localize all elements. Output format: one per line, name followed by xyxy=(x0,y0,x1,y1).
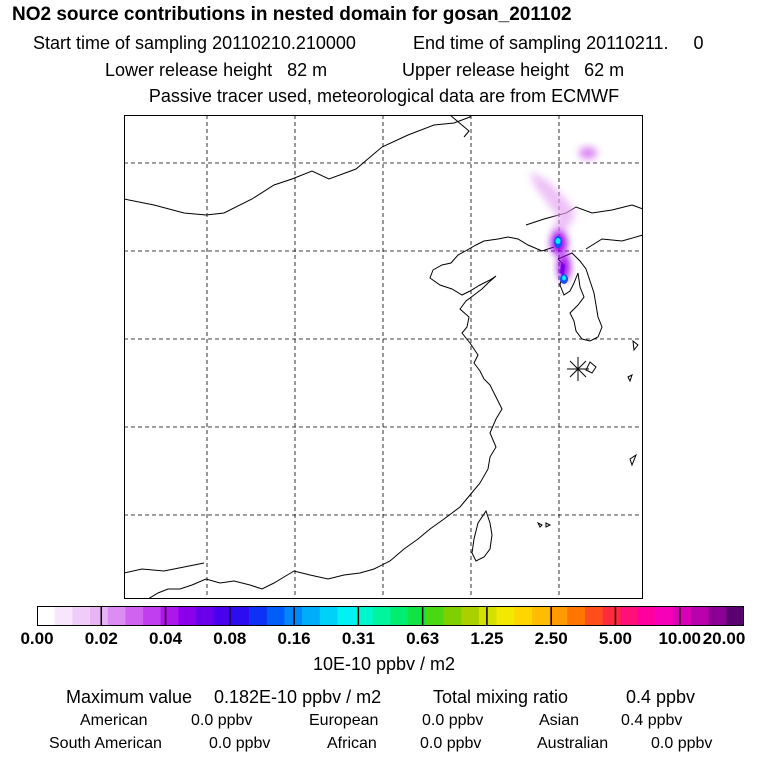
start-time-value: 20110210.210000 xyxy=(212,33,356,53)
end-time-label: End time of sampling xyxy=(413,33,582,53)
colorbar-tick-label: 20.00 xyxy=(702,629,746,648)
colorbar-segment xyxy=(408,606,427,626)
region-american-value: 0.0 ppbv xyxy=(191,712,253,729)
colorbar-segment xyxy=(160,606,179,626)
lower-release-value: 82 m xyxy=(287,60,328,80)
coastlines xyxy=(124,115,643,599)
colorbar-segment xyxy=(54,606,73,626)
start-time: Start time of sampling 20110210.210000 xyxy=(33,33,356,54)
region-asian-value: 0.4 ppbv xyxy=(621,712,683,729)
colorbar-segment xyxy=(584,606,603,626)
colorbar-segment xyxy=(125,606,144,626)
no2-plume xyxy=(530,147,597,284)
region-south-american-name: South American xyxy=(49,735,162,752)
colorbar-segment xyxy=(390,606,409,626)
colorbar-segment xyxy=(673,606,692,626)
colorbar-tick-label: 5.00 xyxy=(598,629,632,648)
colorbar-tick-label: 1.25 xyxy=(470,629,504,648)
region-australian-value: 0.0 ppbv xyxy=(651,735,713,752)
colorbar-segment xyxy=(425,606,444,626)
colorbar-segment xyxy=(266,606,285,626)
colorbar-segment xyxy=(726,606,744,626)
colorbar-segment xyxy=(319,606,338,626)
lower-release-label: Lower release height xyxy=(105,60,273,80)
colorbar-segment xyxy=(372,606,391,626)
receptor-marker-icon xyxy=(567,357,589,381)
max-value: 0.182E-10 ppbv / m2 xyxy=(214,687,382,707)
colorbar-tick-label: 0.08 xyxy=(213,629,247,648)
colorbar-segment xyxy=(620,606,639,626)
colorbar-segment xyxy=(231,606,250,626)
colorbar-units: 10E-10 ppbv / m2 xyxy=(312,654,456,674)
upper-release-label: Upper release height xyxy=(402,60,570,80)
colorbar-segment xyxy=(143,606,162,626)
colorbar-segment xyxy=(107,606,126,626)
colorbar-segment xyxy=(302,606,321,626)
colorbar-segment xyxy=(355,606,374,626)
colorbar-tick-label: 0.04 xyxy=(148,629,183,648)
colorbar-tick-label: 2.50 xyxy=(534,629,568,648)
region-european-value: 0.0 ppbv xyxy=(422,712,484,729)
colorbar-tick-label: 0.02 xyxy=(84,629,118,648)
colorbar-segment xyxy=(567,606,586,626)
colorbar-segment xyxy=(196,606,215,626)
colorbar-ticks: 0.00 0.02 0.04 0.08 0.16 0.31 0.63 1.25 2.50 5.00… xyxy=(0,629,768,651)
region-australian-name: Australian xyxy=(537,735,609,752)
colorbar-segment xyxy=(549,606,568,626)
colorbar xyxy=(37,606,744,626)
colorbar-segment xyxy=(478,606,497,626)
region-african-value: 0.0 ppbv xyxy=(420,735,482,752)
end-time-value-2: 0 xyxy=(693,33,704,53)
tracer-note: Passive tracer used, meteorological data… xyxy=(148,86,620,106)
colorbar-segment xyxy=(213,606,232,626)
end-time-value: 20110211. xyxy=(586,33,669,53)
colorbar-border xyxy=(37,606,744,626)
colorbar-segment xyxy=(655,606,674,626)
colorbar-segment xyxy=(531,606,550,626)
colorbar-segment xyxy=(178,606,197,626)
region-south-american-value: 0.0 ppbv xyxy=(209,735,271,752)
colorbar-tick-label: 10.00 xyxy=(658,629,701,648)
colorbar-segment xyxy=(637,606,656,626)
end-time: End time of sampling 20110211. 0 xyxy=(413,33,704,54)
region-american-name: American xyxy=(80,712,148,729)
colorbar-segment xyxy=(443,606,462,626)
start-time-label: Start time of sampling xyxy=(33,33,208,53)
lower-release: Lower release height 82 m xyxy=(105,60,327,81)
colorbar-segment xyxy=(249,606,268,626)
total-label: Total mixing ratio xyxy=(433,687,569,707)
map-gridlines xyxy=(124,115,643,599)
colorbar-segment xyxy=(602,606,621,626)
colorbar-tick-label: 0.16 xyxy=(277,629,311,648)
colorbar-segment xyxy=(514,606,533,626)
colorbar-segment xyxy=(90,606,109,626)
colorbar-segment xyxy=(72,606,91,626)
colorbar-segment xyxy=(461,606,480,626)
colorbar-segment xyxy=(690,606,709,626)
upper-release-value: 62 m xyxy=(584,60,625,80)
colorbar-segment xyxy=(496,606,515,626)
colorbar-tick-label: 0.63 xyxy=(406,629,440,648)
upper-release: Upper release height 62 m xyxy=(402,60,624,81)
total-value: 0.4 ppbv xyxy=(626,687,696,707)
colorbar-segment xyxy=(37,606,55,626)
max-label: Maximum value xyxy=(66,687,193,707)
colorbar-segment xyxy=(708,606,727,626)
colorbar-tick-label: 0.00 xyxy=(20,629,54,648)
region-asian-name: Asian xyxy=(539,712,580,729)
region-african-name: African xyxy=(327,735,377,752)
region-european-name: European xyxy=(309,712,379,729)
plot-title: NO2 source contributions in nested domai… xyxy=(12,4,572,25)
map-panel xyxy=(124,115,643,599)
colorbar-tick-label: 0.31 xyxy=(341,629,375,648)
colorbar-segment xyxy=(337,606,356,626)
